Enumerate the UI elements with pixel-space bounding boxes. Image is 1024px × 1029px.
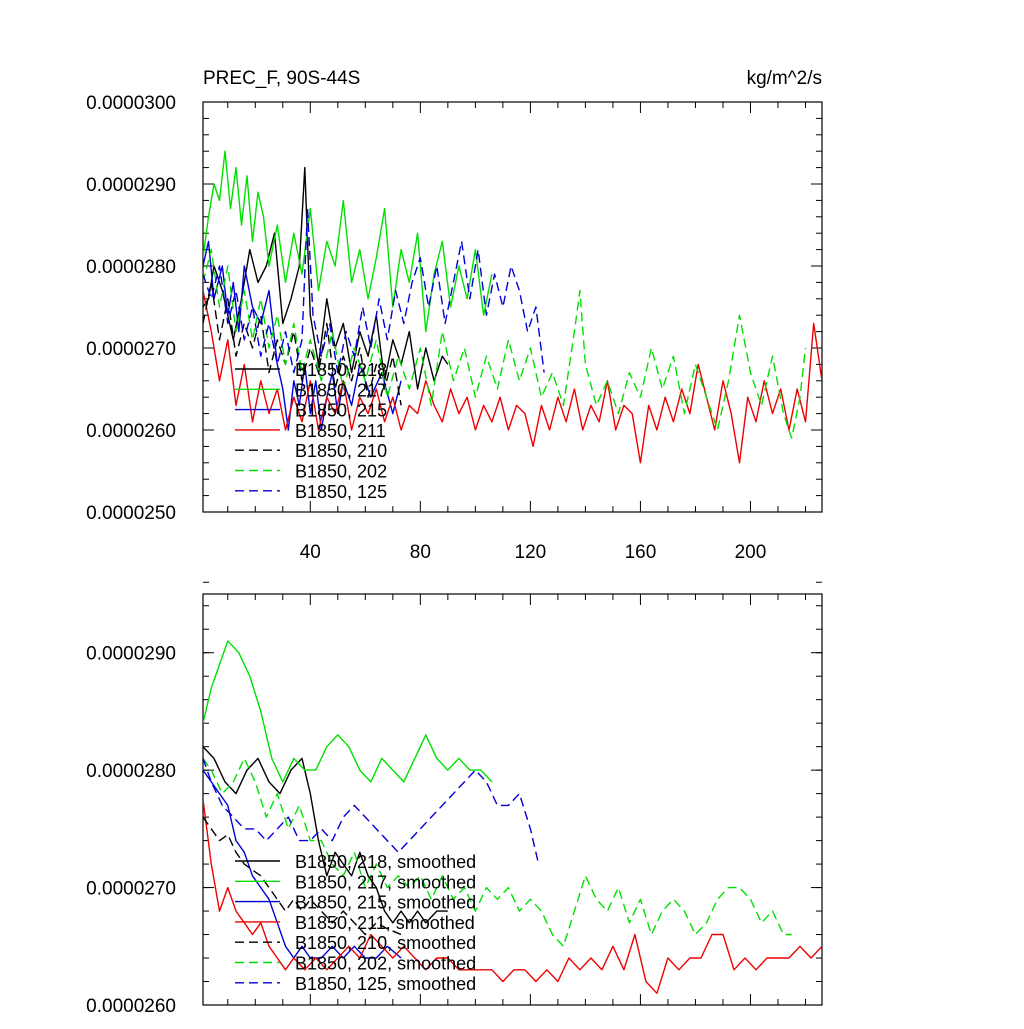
series-group xyxy=(203,150,822,464)
legend-label: B1850, 215, smoothed xyxy=(295,893,476,913)
y-tick-label: 0.0000260 xyxy=(86,996,176,1017)
y-tick-label: 0.0000290 xyxy=(86,644,176,665)
x-tick-label: 40 xyxy=(300,542,321,563)
series-line-b1850-202-smoothed xyxy=(203,757,792,947)
legend-label: B1850, 217, smoothed xyxy=(295,872,476,892)
top-panel-units: kg/m^2/s xyxy=(747,68,822,89)
y-tick-label: 0.0000280 xyxy=(86,257,176,278)
legend-label: B1850, 215 xyxy=(295,401,387,421)
series-line-b1850-217 xyxy=(203,150,493,333)
legend-label: B1850, 202 xyxy=(295,462,387,482)
y-tick-label: 0.0000260 xyxy=(86,421,176,442)
legend-label: B1850, 211 xyxy=(295,421,386,441)
x-tick-label: 200 xyxy=(735,542,767,563)
series-line-b1850-211-smoothed xyxy=(203,799,822,994)
legend-label: B1850, 125 xyxy=(295,482,387,502)
x-tick-label: 160 xyxy=(625,542,657,563)
legend-label: B1850, 125, smoothed xyxy=(295,974,476,994)
series-line-b1850-215-smoothed xyxy=(203,769,402,959)
y-tick-label: 0.0000250 xyxy=(86,503,176,524)
y-tick-label: 0.0000270 xyxy=(86,339,176,360)
x-tick-label: 80 xyxy=(410,542,431,563)
series-group xyxy=(203,640,822,994)
bottom-panel: 0.0000260 0.0000270 0.0000280 0.0000290 B185… xyxy=(86,581,823,1017)
y-tick-label: 0.0000270 xyxy=(86,879,176,900)
y-tick-label: 0.0000280 xyxy=(86,761,176,782)
series-line-b1850-125 xyxy=(203,207,545,374)
series-line-b1850-125-smoothed xyxy=(203,758,540,865)
series-line-b1850-211 xyxy=(203,290,822,464)
series-line-b1850-210 xyxy=(203,281,402,406)
legend-label: B1850, 218, smoothed xyxy=(295,852,476,872)
series-line-b1850-202 xyxy=(203,248,807,439)
top-panel: PREC_F, 90S-44S kg/m^2/s 40 80 120 160 200 0.… xyxy=(86,68,823,563)
legend-label: B1850, 202, smoothed xyxy=(295,954,476,974)
top-panel-title: PREC_F, 90S-44S xyxy=(203,68,360,89)
y-tick-label: 0.0000300 xyxy=(86,93,176,114)
legend-label: B1850, 210 xyxy=(295,441,387,461)
x-tick-label: 120 xyxy=(515,542,547,563)
series-line-b1850-210-smoothed xyxy=(203,816,402,936)
legend-label: B1850, 211, smoothed xyxy=(295,913,475,933)
series-line-b1850-217-smoothed xyxy=(203,640,493,783)
legend-label: B1850, 218 xyxy=(295,360,387,380)
series-line-b1850-215 xyxy=(203,240,402,431)
y-tick-label: 0.0000290 xyxy=(86,175,176,196)
series-line-b1850-218-smoothed xyxy=(203,746,448,924)
legend-label: B1850, 217 xyxy=(295,380,387,400)
legend-label: B1850, 210, smoothed xyxy=(295,933,476,953)
